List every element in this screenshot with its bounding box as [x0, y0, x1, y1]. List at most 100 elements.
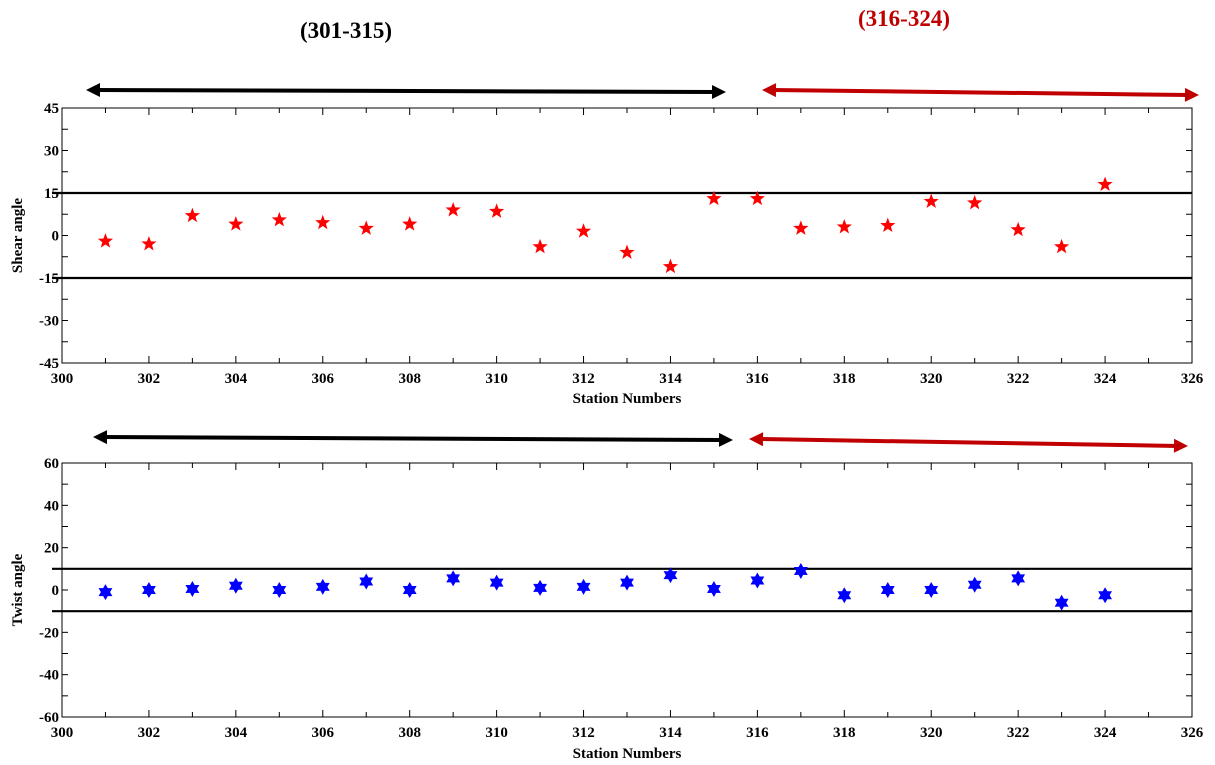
data-point-star	[446, 570, 461, 587]
group-label-316-324: (316-324)	[858, 6, 950, 31]
range-arrow-2-2-head-left	[749, 432, 764, 447]
x-tick-label: 320	[920, 371, 943, 387]
x-tick-label: 308	[398, 725, 421, 741]
data-point-star	[489, 203, 505, 218]
data-point-star	[402, 216, 418, 231]
y-tick-label: 15	[44, 186, 59, 202]
data-point-star	[489, 574, 504, 591]
x-tick-label: 326	[1181, 371, 1204, 387]
x-tick-label: 306	[312, 725, 335, 741]
y-tick-label: -45	[39, 356, 59, 372]
data-point-star	[793, 220, 809, 235]
range-arrow-1-1-head-right	[711, 84, 726, 99]
y-tick-label: -20	[39, 625, 59, 641]
y-tick-label: -60	[39, 710, 59, 726]
data-point-star	[620, 574, 634, 591]
data-point-star	[272, 582, 287, 598]
data-point-star	[315, 578, 330, 595]
x-tick-label: 306	[312, 371, 335, 387]
data-point-star	[706, 190, 722, 206]
x-tick-label: 318	[833, 371, 856, 387]
x-tick-label: 320	[920, 725, 943, 741]
data-point-star	[619, 244, 635, 259]
data-point-star	[445, 202, 461, 217]
y-axis-label: Twist angle	[10, 553, 26, 626]
x-tick-label: 310	[485, 725, 508, 741]
data-point-star	[837, 587, 852, 604]
group-label-301-315: (301-315)	[300, 18, 392, 43]
range-arrow-2-2-head-right	[1173, 438, 1188, 453]
data-point-star	[358, 220, 374, 235]
x-tick-label: 302	[138, 725, 161, 741]
data-point-star	[533, 579, 548, 596]
x-tick-label: 314	[659, 371, 682, 387]
data-point-star	[228, 216, 244, 231]
x-tick-label: 316	[746, 725, 769, 741]
data-point-star	[706, 580, 721, 597]
y-tick-label: 30	[44, 144, 59, 160]
x-tick-label: 304	[225, 371, 248, 387]
x-tick-label: 324	[1094, 371, 1117, 387]
y-tick-label: 20	[44, 541, 59, 557]
y-tick-label: 0	[52, 229, 60, 245]
data-point-star	[1010, 221, 1026, 237]
data-point-star	[749, 190, 765, 206]
y-tick-label: -40	[39, 668, 59, 684]
x-tick-label: 326	[1181, 725, 1204, 741]
data-point-star	[1011, 570, 1026, 587]
range-arrow-1-2-head-left	[762, 83, 777, 98]
y-tick-label: -15	[39, 271, 59, 287]
data-point-star	[532, 238, 548, 254]
data-point-star	[185, 580, 200, 597]
x-tick-label: 312	[572, 371, 595, 387]
range-arrow-1-2-head-right	[1184, 87, 1199, 102]
data-point-star	[228, 577, 243, 594]
range-arrow-2-1-head-left	[93, 430, 108, 445]
y-tick-label: -30	[39, 314, 59, 330]
data-point-star	[141, 582, 156, 598]
x-tick-label: 300	[51, 725, 74, 741]
data-point-star	[402, 582, 417, 598]
x-tick-label: 322	[1007, 725, 1030, 741]
data-point-star	[793, 562, 808, 579]
x-tick-label: 300	[51, 371, 74, 387]
x-tick-label: 324	[1094, 725, 1117, 741]
x-tick-label: 316	[746, 371, 769, 387]
chart-panel-1: 300 302 304 306 308 310 312 314 316 318 320 322 324 3…	[10, 101, 1204, 407]
data-point-star	[880, 217, 896, 233]
range-arrow-2-1-head-right	[718, 432, 733, 447]
data-point-star	[359, 573, 374, 590]
x-axis-label: Station Numbers	[573, 391, 682, 407]
range-arrow-2-2-shaft	[758, 437, 1179, 448]
data-point-star	[98, 584, 113, 601]
y-tick-label: 0	[52, 583, 60, 599]
data-point-star	[576, 578, 591, 595]
range-arrow-1-2-shaft	[771, 88, 1190, 97]
data-point-star	[967, 576, 982, 593]
y-tick-label: 40	[44, 498, 59, 514]
range-arrow-1-1	[86, 83, 726, 99]
data-point-star	[184, 207, 200, 223]
data-point-star	[662, 258, 679, 274]
data-point-star	[1098, 587, 1113, 604]
range-arrow-1-1-head-left	[86, 83, 101, 98]
data-point-star	[923, 193, 939, 208]
data-point-star	[315, 214, 331, 230]
data-point-star	[750, 572, 765, 589]
range-arrow-2-2	[749, 432, 1188, 453]
data-point-star	[97, 233, 114, 248]
chart-panel-2: 300 302 304 306 308 310 312 314 316 318 320 322 324 3…	[10, 456, 1204, 762]
x-tick-label: 318	[833, 725, 856, 741]
data-point-star	[880, 582, 895, 598]
range-arrow-2-1	[93, 430, 733, 447]
x-tick-label: 322	[1007, 371, 1030, 387]
data-point-star	[1054, 594, 1069, 611]
data-point-star	[924, 582, 939, 598]
range-arrow-2-1-shaft	[102, 435, 724, 442]
data-point-star	[271, 211, 287, 227]
y-tick-label: 45	[44, 101, 59, 117]
x-axis-label: Station Numbers	[573, 746, 682, 762]
x-tick-label: 304	[225, 725, 248, 741]
range-arrow-1-1-shaft	[95, 88, 717, 94]
